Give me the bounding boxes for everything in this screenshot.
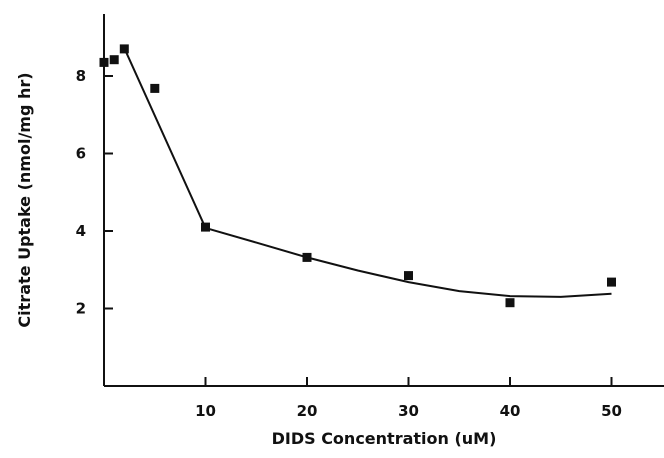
data-point — [607, 277, 616, 287]
fit-curve — [123, 47, 612, 298]
x-tick-label: 40 — [500, 402, 521, 420]
data-point — [404, 271, 413, 281]
y-tick-label: 2 — [76, 300, 86, 318]
x-axis-title: DIDS Concentration (uM) — [272, 429, 497, 448]
data-point — [505, 298, 515, 308]
y-tick-label: 8 — [76, 67, 86, 85]
data-point — [119, 44, 129, 54]
x-tick-label: 30 — [398, 402, 419, 420]
data-point — [109, 55, 119, 65]
y-tick-label: 4 — [76, 222, 86, 240]
x-tick-label: 50 — [601, 402, 622, 420]
data-point — [99, 57, 109, 67]
axes — [103, 14, 664, 387]
y-tick-label: 6 — [76, 145, 86, 163]
ticks — [104, 75, 613, 386]
data-point — [302, 252, 312, 262]
x-tick-label: 10 — [195, 402, 216, 420]
data-points — [99, 44, 616, 308]
data-point — [201, 222, 210, 232]
y-axis-title: Citrate Uptake (nmol/mg hr) — [15, 72, 34, 327]
data-point — [150, 83, 160, 93]
tick-labels: 10 20 30 40 50 2 4 6 8 — [76, 67, 622, 420]
x-tick-label: 20 — [297, 402, 318, 420]
